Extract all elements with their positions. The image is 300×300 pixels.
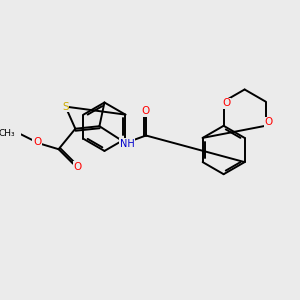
Text: O: O [74, 162, 82, 172]
Text: NH: NH [120, 139, 135, 149]
Text: O: O [142, 106, 150, 116]
Text: CH₃: CH₃ [0, 129, 15, 138]
Text: O: O [222, 98, 231, 108]
Text: S: S [62, 102, 69, 112]
Text: O: O [264, 117, 272, 127]
Text: O: O [33, 137, 41, 147]
